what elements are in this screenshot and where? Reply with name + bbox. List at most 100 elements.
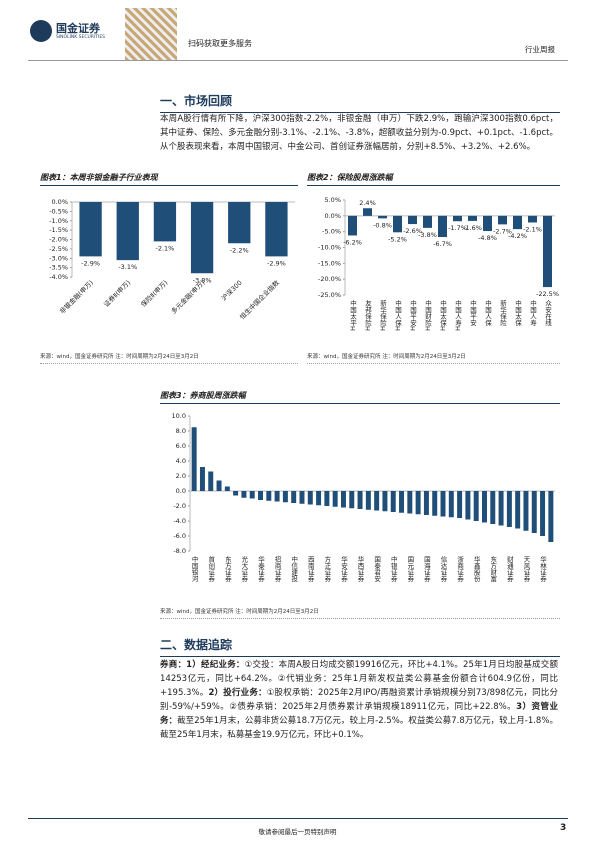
bar (274, 491, 280, 502)
y-tick-label: -1.0% (49, 217, 68, 225)
page-number: 3 (560, 823, 567, 833)
bar (457, 491, 463, 518)
bar (363, 208, 372, 216)
bar (407, 491, 413, 514)
y-tick-label: -6.0 (173, 532, 186, 540)
bar (515, 491, 521, 529)
y-tick-label: -0.5% (49, 207, 68, 215)
x-tick-label: 中国太平H (349, 299, 357, 331)
bar (393, 215, 402, 233)
y-tick-label: -4.0 (173, 517, 186, 525)
x-tick-label: 财通证券 (505, 555, 513, 584)
bar (465, 491, 471, 520)
bar (382, 491, 388, 512)
source: 来源：wind，国金证券研究所 注：时间周期为2月24日至3月2日 (307, 352, 560, 364)
bar (513, 215, 522, 230)
x-tick-label: 友邦保险H (364, 299, 372, 331)
text-run: ①交投：本周A股日均成交额19916亿元，环比+4.1%。25年1月日均股基成交… (160, 660, 558, 698)
y-tick-label: -2.0 (173, 502, 186, 510)
x-tick-label: 中国人保 (484, 299, 492, 328)
x-tick-label: 多元金融(申万) (169, 278, 207, 316)
bar (473, 491, 479, 521)
bar (482, 491, 487, 523)
bar (258, 491, 263, 500)
bar (307, 491, 313, 505)
x-tick-label: 西南证券 (306, 556, 314, 584)
y-tick-label: -4.0% (49, 273, 68, 281)
x-tick-label: 东方证券 (223, 555, 231, 584)
bar (399, 491, 405, 513)
bar (378, 215, 387, 219)
data-label: -1.7% (448, 224, 467, 232)
y-tick-label: -20.0% (318, 275, 341, 283)
x-tick-label: 国泰君安 (373, 556, 381, 584)
disclaimer: 敬请参阅最后一页特别声明 (258, 828, 337, 836)
bar (423, 491, 429, 515)
data-label: -3.8% (193, 276, 212, 284)
bar (453, 215, 462, 222)
y-tick-label: -3.0% (49, 254, 68, 262)
text-run: 券商：1）经纪业务： (160, 660, 245, 670)
bar (316, 491, 322, 506)
x-tick-label: 华西证券 (356, 555, 364, 584)
bar (266, 491, 272, 501)
bar (340, 491, 346, 508)
source: 来源：wind，国金证券研究所 注：时间周期为2月24日至3月2日 (160, 607, 560, 619)
bar (348, 215, 357, 236)
bar (224, 486, 230, 491)
y-tick-label: 10.0 (172, 412, 186, 420)
bar (324, 491, 330, 506)
x-tick-label: 方正证券 (323, 555, 331, 584)
bar (498, 215, 507, 225)
bar (415, 491, 421, 515)
bar (483, 215, 492, 232)
bar (498, 491, 504, 526)
x-tick-label: 保险Ⅱ(申万) (139, 278, 170, 309)
bar (216, 480, 222, 491)
chart: 10.0 8.0 6.0 4.0 2.0 0.0 -2.0 -4.0 -6.0 -8.0 中国银河 首… (172, 412, 555, 584)
bar (540, 491, 546, 536)
text-run: 2）投行业务： (208, 688, 267, 698)
paragraph: 券商：1）经纪业务：①交投：本周A股日均成交额19916亿元，环比+4.1%。2… (160, 658, 558, 742)
y-tick-label: 2.0 (176, 472, 186, 480)
x-tick-label: 首创证券 (207, 555, 215, 584)
bar (233, 491, 239, 496)
qr-code (125, 8, 177, 60)
x-tick-label: 中国太保 (514, 299, 522, 328)
data-label: -4.8% (478, 234, 497, 242)
x-tick-label: 国元证券 (406, 556, 414, 584)
text-run: ①股权承销：2025年2月IPO/再融资累计承销规模分别73/898亿元，同比分… (160, 688, 558, 712)
bar (208, 471, 214, 491)
y-tick-label: -2.5% (49, 245, 68, 253)
x-tick-label: 证券Ⅱ(申万) (102, 278, 133, 309)
x-tick-label: 非银金融(申万) (57, 278, 95, 316)
bar (528, 215, 537, 223)
bar (468, 215, 477, 221)
x-tick-label: 新华保险H (379, 299, 387, 331)
bar (365, 491, 371, 510)
x-tick-label: 中国财险H (424, 299, 432, 331)
x-tick-label: 沪深300 (219, 278, 243, 302)
text-run: 截至25年1月末，公募非货公募18.7万亿元，较上月-2.5%。权益类公募7.8… (160, 716, 558, 740)
x-tick-label: 华安证券 (339, 555, 347, 584)
bar (291, 491, 297, 503)
chart: 5.0% 0.0% -5.0% -10.0% -15.0% -20.0% -25.0% -6.… (318, 196, 559, 331)
header-rule (28, 60, 568, 61)
y-tick-label: -8.0 (173, 547, 186, 555)
x-tick-label: 中银证券 (389, 555, 397, 584)
y-tick-label: 5.0% (324, 196, 341, 204)
data-label: -4.2% (508, 232, 527, 240)
y-tick-label: -5.0% (322, 228, 341, 236)
x-tick-label: 华鑫股份 (472, 555, 480, 584)
bar (448, 491, 454, 518)
y-tick-label: 0.0% (324, 212, 341, 220)
bar (440, 491, 446, 517)
data-label: -2.1% (155, 244, 174, 252)
y-tick-label: -2.0% (49, 236, 68, 244)
bar (79, 202, 102, 257)
data-label: -6.2% (343, 238, 362, 246)
x-tick-label: 恒生中国企业指数 (238, 278, 281, 321)
bar (432, 491, 438, 516)
x-tick-label: 东方财富 (489, 555, 497, 584)
chart-title: 图表1：本周非银金融子行业表现 (40, 172, 298, 186)
